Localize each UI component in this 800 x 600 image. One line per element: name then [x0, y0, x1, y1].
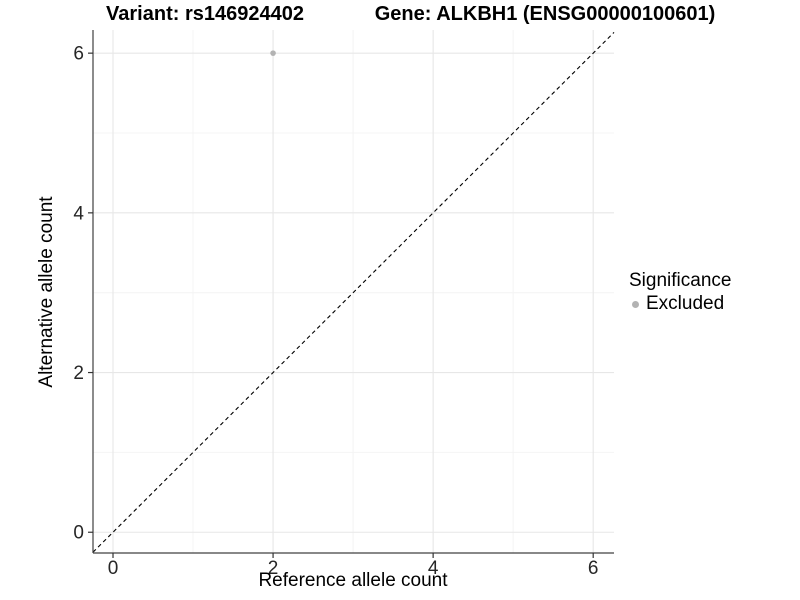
x-tick-label: 2 — [268, 558, 279, 579]
y-tick-label: 6 — [73, 44, 84, 65]
legend-title: Significance — [629, 270, 732, 291]
legend-item-excluded: Excluded — [629, 293, 731, 315]
y-tick-label: 0 — [73, 523, 84, 544]
legend: Significance Excluded — [629, 270, 731, 315]
identity-line — [92, 32, 615, 553]
x-tick-label: 0 — [108, 558, 119, 579]
y-axis-title: Alternative allele count — [36, 196, 57, 388]
y-tick-label: 4 — [73, 203, 84, 224]
data-point — [270, 50, 276, 56]
x-axis-title: Reference allele count — [258, 570, 448, 591]
x-tick-label: 6 — [588, 558, 599, 579]
x-tick-label: 4 — [428, 558, 439, 579]
excluded-point-icon — [632, 300, 639, 308]
plot-title-gene: Gene: ALKBH1 (ENSG00000100601) — [374, 3, 716, 25]
y-tick-label: 2 — [73, 363, 84, 384]
plot-title-variant: Variant: rs146924402 — [106, 3, 304, 25]
legend-item-label: Excluded — [646, 293, 725, 314]
